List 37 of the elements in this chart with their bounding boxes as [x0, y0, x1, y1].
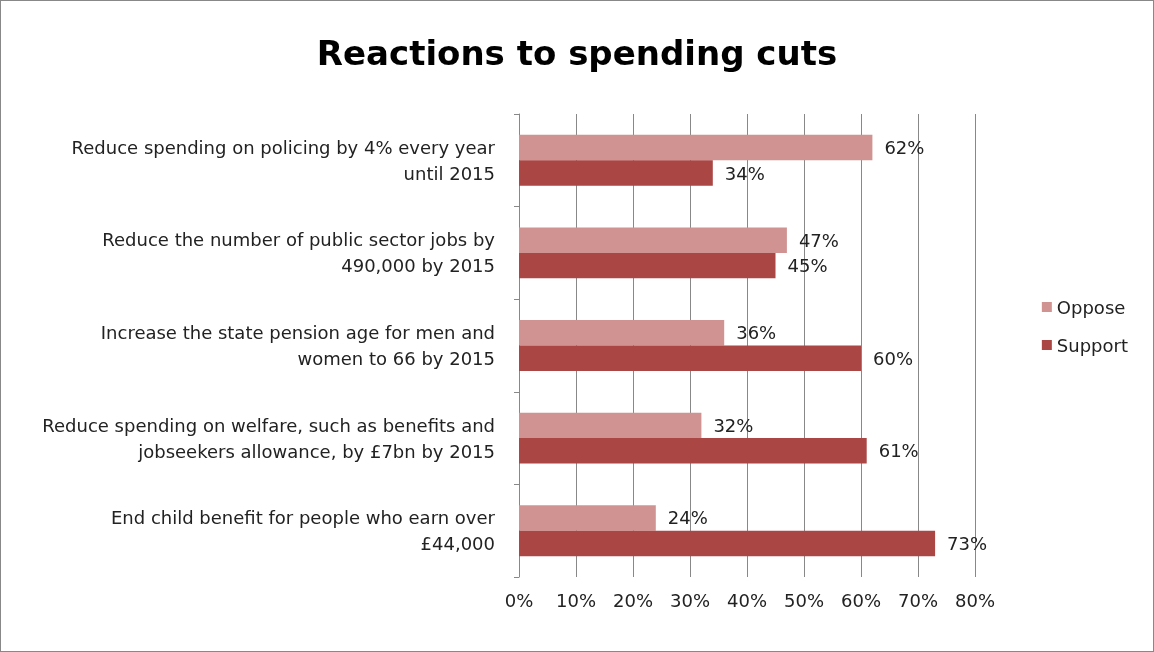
- x-tick-label: 10%: [555, 589, 597, 611]
- bar: [519, 320, 725, 346]
- data-label: 24%: [667, 507, 708, 529]
- legend-label: Oppose: [1056, 296, 1126, 318]
- x-tick-label: 60%: [840, 589, 882, 611]
- data-label: 34%: [724, 162, 765, 184]
- x-tick-label: 0%: [504, 589, 534, 611]
- bar: [519, 505, 656, 531]
- data-label: 45%: [787, 255, 828, 277]
- bar: [519, 252, 776, 279]
- x-tick-label: 40%: [726, 589, 768, 611]
- bar: [519, 345, 861, 371]
- y-tick-label: Reduce spending on policing by 4% every year until 2015: [71, 136, 496, 184]
- data-label: 47%: [798, 229, 839, 251]
- bar: [519, 227, 787, 253]
- x-tick-label: 50%: [783, 589, 825, 611]
- bar: [519, 134, 873, 161]
- data-label: 36%: [736, 322, 777, 344]
- bar: [519, 160, 713, 186]
- y-tick-label: End child benefit for people who earn over £44,000: [110, 507, 496, 555]
- data-label: 60%: [873, 347, 914, 369]
- y-tick-label: Increase the state pension age for men and women to 66 by 2015: [100, 322, 495, 369]
- y-tick-label: Reduce spending on welfare, such as benefits and jobseekers allowance, by £7bn by 2015: [42, 414, 495, 462]
- legend-label: Support: [1056, 334, 1128, 356]
- data-label: 62%: [884, 137, 925, 159]
- x-tick-label: 30%: [669, 589, 711, 611]
- x-tick-label: 80%: [954, 589, 996, 611]
- x-tick-label: 70%: [897, 589, 939, 611]
- y-tick-label: Reduce the number of public sector jobs by 490,000 by 2015: [102, 229, 496, 277]
- x-tick-label: 20%: [612, 589, 654, 611]
- bar: [519, 530, 936, 557]
- chart-title: Reactions to spending cuts: [316, 33, 838, 73]
- data-label: 73%: [947, 532, 988, 554]
- bar: [519, 412, 702, 439]
- data-label: 32%: [713, 414, 754, 436]
- data-label: 61%: [878, 440, 919, 462]
- bar: [519, 438, 867, 464]
